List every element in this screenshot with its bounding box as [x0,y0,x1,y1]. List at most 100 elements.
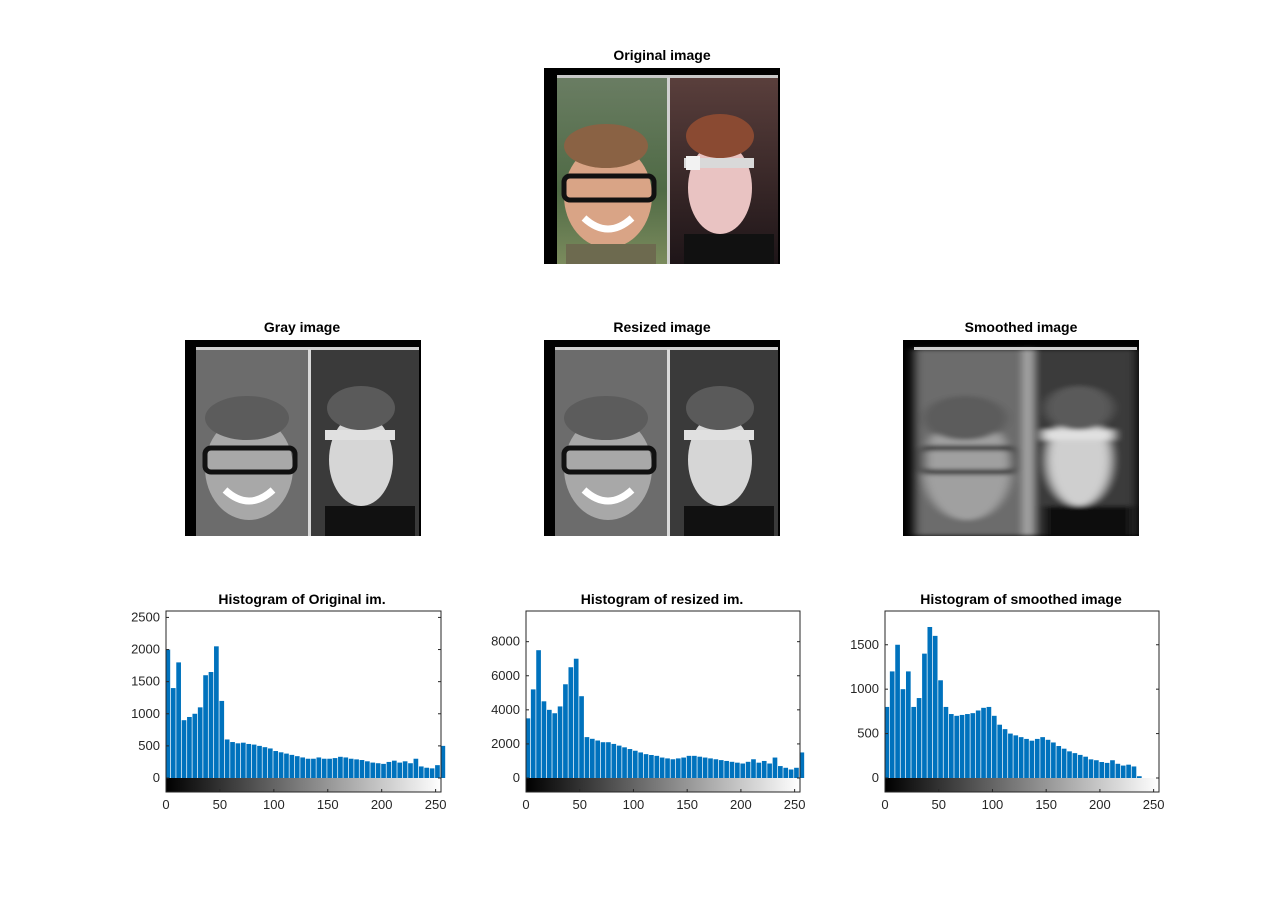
histogram-bar [327,758,332,778]
histogram-bar [402,761,408,778]
histogram-bar [991,715,997,778]
y-tick-label: 1500 [850,637,879,652]
x-tick-label: 200 [1089,797,1111,812]
histogram-bar [975,710,981,778]
histogram-bar [751,759,756,778]
histogram-bar [348,758,354,778]
grayscale-colorbar [885,778,1159,792]
histogram-bar [724,760,729,778]
histogram-bar [767,763,772,778]
histogram-bar [783,767,789,778]
histogram-bar [1137,776,1142,778]
original-image [544,68,780,264]
axes-frame [884,610,1160,793]
histogram-bar [649,754,654,778]
histogram-bar [595,740,601,778]
histogram-bar [1072,753,1078,778]
histogram-bar [606,742,611,778]
histogram-bar [197,707,203,778]
y-tick-label: 2000 [131,642,160,657]
histogram-bar [429,768,435,778]
histogram-bar [568,667,574,778]
histogram-bar [1002,729,1008,778]
histogram-bar [729,761,735,778]
histogram-bar [187,716,192,778]
histogram-bar [922,653,927,778]
histogram-bar [235,743,241,778]
histogram-bar [424,767,430,778]
histogram-bar [686,755,692,778]
smoothed-photo-illustration [903,340,1139,536]
y-tick-label: 0 [153,770,160,785]
histogram-bar [332,758,338,778]
histogram-bar [375,763,381,778]
histogram-bar [365,761,370,778]
histogram-bar [181,720,187,778]
histogram-bar [1120,765,1126,778]
y-tick-label: 0 [872,770,879,785]
histogram-bar [557,706,563,778]
histogram-bar [745,761,751,778]
y-tick-label: 2000 [491,736,520,751]
histogram-bar [638,752,643,778]
histogram-bar [579,696,584,778]
histogram-bar [1018,737,1024,778]
histogram-bar [311,758,316,778]
x-tick-label: 250 [1143,797,1165,812]
histogram-bar [1083,756,1088,778]
histogram-bar [900,689,906,778]
histogram-bar [246,743,252,778]
smoothed-image-title: Smoothed image [964,319,1078,335]
histogram-bar [273,751,279,778]
histogram-bar [300,757,305,778]
histogram-bar [536,650,541,778]
y-tick-label: 6000 [491,668,520,683]
histogram-bar [418,766,424,778]
histogram-bar [230,742,235,778]
y-tick-label: 500 [857,726,879,741]
x-tick-label: 150 [1035,797,1057,812]
histogram-bar [895,644,900,778]
histogram-bar [343,757,349,778]
histogram-bar [192,713,198,778]
histogram-bar [525,718,531,778]
histogram-bar [1077,754,1083,778]
histogram-bar [316,757,322,778]
y-tick-label: 0 [513,770,520,785]
histogram-bar [546,709,552,778]
resized-image [544,340,780,536]
x-tick-label: 0 [881,797,888,812]
histogram-bar [1040,737,1045,778]
original-image-title: Original image [613,47,711,63]
resized-image-title: Resized image [613,319,711,335]
histogram-bar [305,758,311,778]
histogram-bar [321,758,327,778]
original-photo-illustration [544,68,780,264]
histogram-bar [408,763,413,778]
y-tick-label: 1000 [131,706,160,721]
histogram-bar [289,754,295,778]
histogram-bar [965,714,970,778]
histogram-bar [794,767,799,778]
histogram-bar [997,724,1002,778]
histogram-bar [702,757,708,778]
hist1-title: Histogram of Original im. [218,591,386,607]
histogram-bar [1051,742,1056,778]
histogram-bar [1088,759,1094,778]
histogram-bar [1126,764,1131,778]
histogram-bar [611,743,617,778]
hist2-title: Histogram of resized im. [580,591,744,607]
histogram-bar [219,700,225,778]
histogram-bar [884,706,890,778]
histogram-bar [584,737,590,778]
histogram-bar [294,756,300,778]
histogram-bar [267,748,273,778]
histogram-bar [756,762,762,778]
histogram-bar [530,689,536,778]
histogram-bar [654,755,660,778]
histogram-bar [170,688,176,778]
x-tick-label: 250 [425,797,447,812]
y-tick-label: 500 [138,738,160,753]
histogram-bar [359,760,365,778]
histogram-bar [622,747,627,778]
